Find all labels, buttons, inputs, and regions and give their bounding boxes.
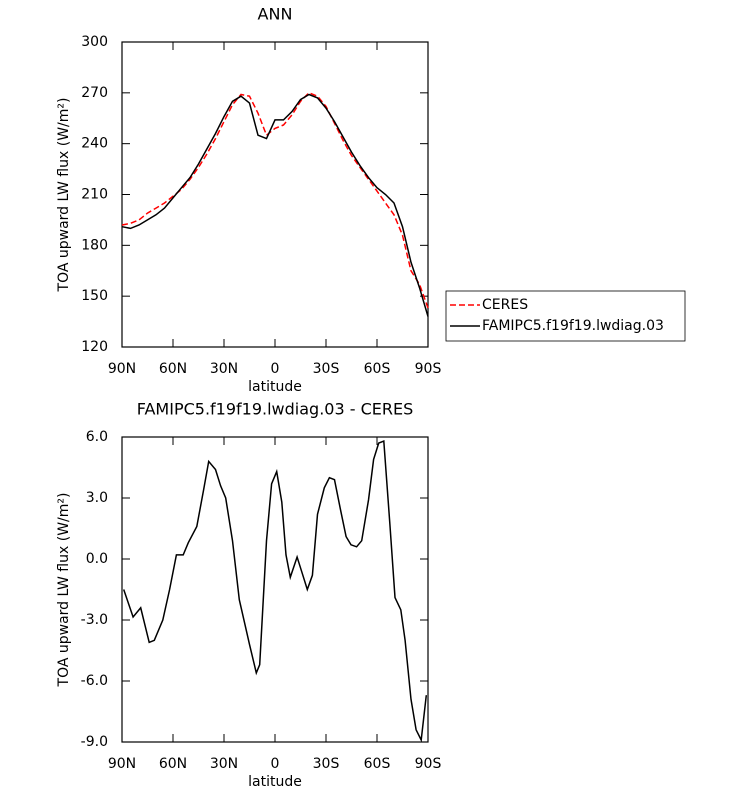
y-tick-label: 210 [81, 187, 108, 203]
data-line [121, 93, 429, 317]
y-tick-label: 120 [81, 339, 108, 355]
x-tick-label: 60N [159, 756, 187, 772]
y-tick-label: 150 [81, 288, 108, 304]
x-tick-label: 30S [313, 361, 340, 377]
y-tick-label: 6.0 [86, 429, 108, 445]
data-line [121, 91, 429, 309]
x-tick-label: 0 [271, 756, 280, 772]
y-tick-label: 0.0 [86, 551, 108, 567]
y-tick-label: -6.0 [81, 673, 108, 689]
x-tick-label: 30S [313, 756, 340, 772]
legend-label: FAMIPC5.f19f19.lwdiag.03 [482, 318, 664, 334]
y-tick-label: 3.0 [86, 490, 108, 506]
y-axis-label: TOA upward LW flux (W/m²) [56, 98, 72, 293]
plot-frame [121, 436, 429, 743]
legend-label: CERES [482, 297, 528, 313]
x-tick-label: 30N [210, 361, 238, 377]
y-tick-label: 180 [81, 237, 108, 253]
y-axis-label: TOA upward LW flux (W/m²) [56, 493, 72, 688]
x-tick-label: 0 [271, 361, 280, 377]
y-tick-label: 240 [81, 136, 108, 152]
x-tick-label: 90N [108, 361, 136, 377]
legend-box [445, 290, 686, 342]
x-axis-label: latitude [248, 774, 302, 790]
y-tick-label: 300 [81, 34, 108, 50]
x-tick-label: 60S [364, 361, 391, 377]
x-tick-label: 60N [159, 361, 187, 377]
y-tick-label: 270 [81, 85, 108, 101]
x-tick-label: 90S [415, 361, 442, 377]
x-tick-label: 90N [108, 756, 136, 772]
x-tick-label: 30N [210, 756, 238, 772]
plot-frame [121, 41, 429, 348]
data-line [122, 440, 428, 743]
y-tick-label: -9.0 [81, 734, 108, 750]
x-tick-label: 90S [415, 756, 442, 772]
chart-title: ANN [258, 5, 293, 24]
x-tick-label: 60S [364, 756, 391, 772]
y-tick-label: -3.0 [81, 612, 108, 628]
x-axis-label: latitude [248, 379, 302, 395]
chart-title: FAMIPC5.f19f19.lwdiag.03 - CERES [137, 400, 414, 419]
